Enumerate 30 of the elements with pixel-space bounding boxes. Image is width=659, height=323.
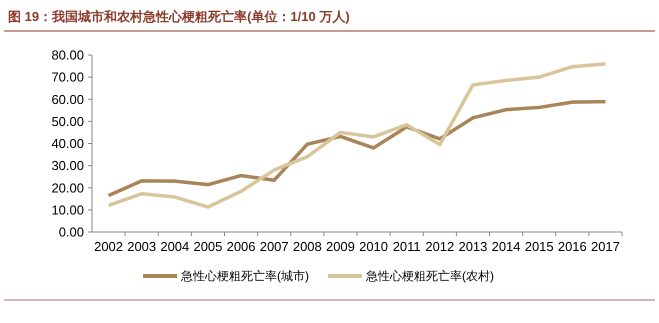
x-tick-label: 2002 bbox=[94, 239, 124, 254]
x-tick-label: 2011 bbox=[392, 239, 421, 254]
x-tick-label: 2013 bbox=[458, 239, 488, 254]
x-tick-label: 2014 bbox=[492, 239, 521, 254]
x-tick-label: 2007 bbox=[260, 239, 289, 254]
x-tick-label: 2012 bbox=[425, 239, 454, 254]
y-tick-label: 60.00 bbox=[51, 92, 84, 107]
y-tick-label: 30.00 bbox=[51, 158, 84, 174]
y-tick-label: 40.00 bbox=[51, 136, 84, 152]
x-tick-label: 2009 bbox=[326, 239, 355, 254]
y-tick-label: 70.00 bbox=[51, 70, 84, 85]
legend-label: 急性心梗粗死亡率(城市) bbox=[180, 269, 309, 284]
legend-label: 急性心梗粗死亡率(农村) bbox=[365, 269, 494, 284]
y-tick-label: 50.00 bbox=[51, 114, 84, 129]
x-tick-label: 2004 bbox=[160, 239, 190, 254]
y-tick-label: 10.00 bbox=[51, 202, 84, 218]
x-tick-label: 2006 bbox=[226, 239, 256, 254]
chart-title: 图 19：我国城市和农村急性心梗粗死亡率(单位：1/10 万人) bbox=[8, 9, 350, 24]
line-series bbox=[106, 100, 608, 198]
y-tick-label: 80.00 bbox=[51, 48, 84, 63]
x-tick-label: 2005 bbox=[193, 239, 222, 254]
line-series bbox=[106, 62, 608, 209]
x-tick-label: 2003 bbox=[127, 239, 156, 254]
y-tick-label: 0.00 bbox=[58, 224, 84, 240]
x-tick-label: 2010 bbox=[359, 239, 388, 254]
x-tick-label: 2015 bbox=[524, 239, 554, 254]
x-tick-label: 2008 bbox=[292, 239, 322, 254]
x-tick-label: 2016 bbox=[558, 239, 587, 254]
y-tick-label: 20.00 bbox=[51, 180, 84, 196]
x-tick-label: 2017 bbox=[590, 239, 620, 254]
